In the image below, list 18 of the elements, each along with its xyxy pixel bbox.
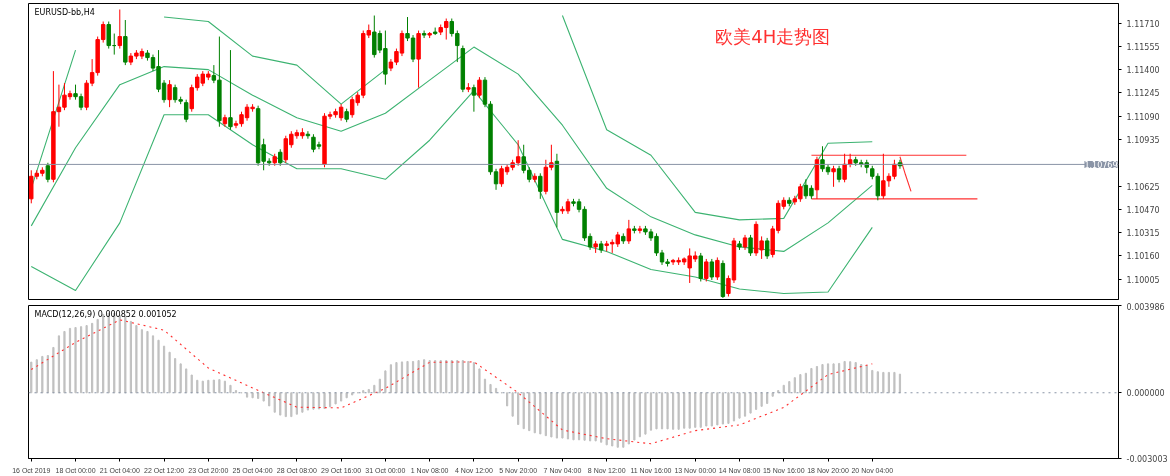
y-tick-label: 1.11710	[1126, 19, 1160, 29]
y-tick-label: 1.10315	[1126, 229, 1160, 239]
y-tick-label: 1.11555	[1126, 42, 1160, 52]
text: MACD(12,26,9) 0.000852 0.001052	[34, 309, 177, 319]
y-tick-label: 0.000000	[1126, 389, 1165, 399]
text: EURUSD-bb,H4	[34, 7, 95, 17]
y-tick-label: 1.10005	[1126, 275, 1160, 285]
y-tick-label: 1.10160	[1126, 252, 1160, 262]
y-tick-label: 1.11245	[1126, 89, 1160, 99]
annotation: 欧美4H走势图	[715, 25, 831, 47]
ref-line-label: 1.10769	[1084, 160, 1118, 170]
y-tick-label: 1.11090	[1126, 112, 1160, 122]
y-tick-label: -0.003003	[1126, 455, 1168, 464]
y-tick-label: 0.003986	[1126, 302, 1165, 312]
y-tick-label: 1.10935	[1126, 135, 1160, 145]
y-tick-label: 1.11400	[1126, 66, 1160, 76]
y-tick-label: 1.10625	[1126, 182, 1160, 192]
y-tick-label: 1.10470	[1126, 205, 1160, 215]
